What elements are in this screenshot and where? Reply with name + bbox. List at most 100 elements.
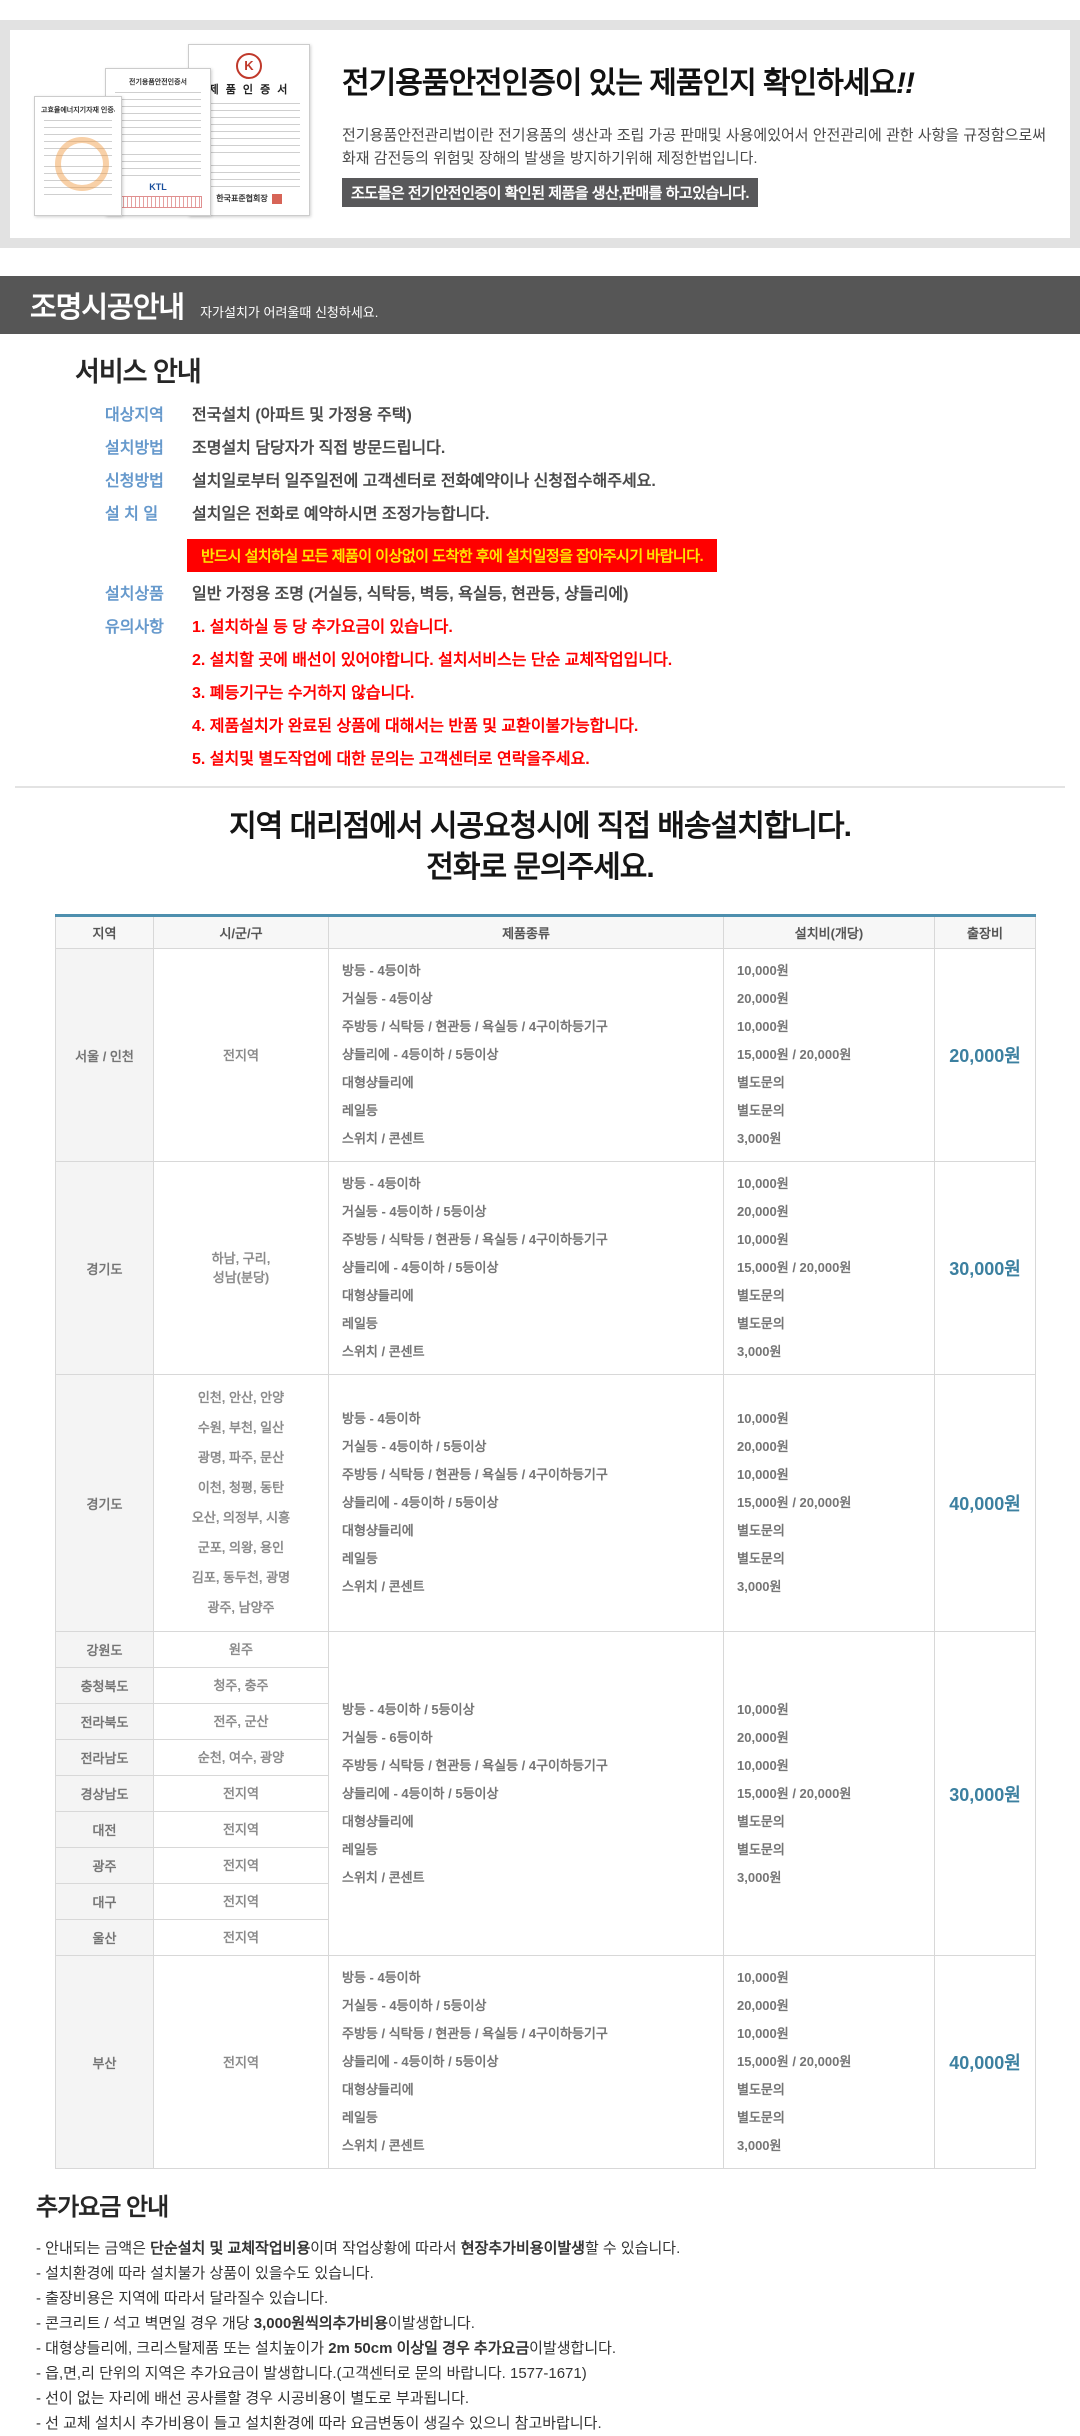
region-cell: 울산 (55, 1919, 154, 1956)
product-line: 스위치 / 콘센트 (342, 1579, 425, 1594)
table-row: 부산 전지역 방등 - 4등이하 거실등 - 4등이하 / 5등이상 주방등 / 식탁등… (55, 1955, 1036, 2169)
products-cell: 방등 - 4등이하 / 5등이상 거실등 - 6등이하 주방등 / 식탁등 / 현관… (328, 1631, 724, 1956)
product-line: 주방등 / 식탁등 / 현관등 / 욕실등 / 4구이하등기구 (342, 1019, 608, 1034)
certification-description-line1: 전기용품안전관리법이란 전기용품의 생산과 조립 가공 판매및 사용에있어서 안… (342, 127, 1047, 144)
price-line: 별도문의 (737, 1316, 785, 1331)
extra-fee-item: - 대형샹들리에, 크리스탈제품 또는 설치높이가 2m 50cm 이상일 경우… (36, 2336, 1080, 2361)
district-line: 전지역 (223, 1930, 259, 1945)
district-line: 이천, 청평, 동탄 (197, 1480, 285, 1495)
service-row-value: 설치일로부터 일주일전에 고객센터로 전화예약이나 신청접수해주세요. (192, 473, 656, 490)
certification-description-line2: 화재 감전등의 위험및 장해의 발생을 방지하기위해 제정한법입니다. (342, 150, 758, 167)
table-row: 강원도 원주 방등 - 4등이하 / 5등이상 거실등 - 6등이하 주방등 / 식탁등… (55, 1631, 1036, 1956)
price-line: 3,000원 (737, 1344, 782, 1359)
price-line: 10,000원 (737, 1757, 789, 1773)
section-divider (15, 786, 1065, 788)
price-line: 별도문의 (737, 2082, 785, 2097)
price-line: 10,000원 (737, 1411, 789, 1426)
price-line: 15,000원 / 20,000원 (737, 1785, 852, 1801)
service-row: 대상지역 전국설치 (아파트 및 가정용 주택) (75, 405, 1080, 426)
district-line: 전지역 (223, 1894, 259, 1909)
service-row-label: 신청방법 (105, 473, 164, 490)
district-line: 청주, 충주 (213, 1678, 269, 1693)
product-line: 대형샹들리에 (342, 1288, 414, 1303)
product-line: 레일등 (342, 1841, 378, 1857)
price-line: 15,000원 / 20,000원 (737, 1047, 852, 1062)
price-line: 10,000원 (737, 963, 789, 978)
install-fee-table-head: 지역 시/군/구 제품종류 설치비(개당) 출장비 (55, 915, 1036, 949)
certificate-text-lines (198, 103, 300, 159)
product-line: 주방등 / 식탁등 / 현관등 / 욕실등 / 4구이하등기구 (342, 1757, 608, 1773)
extra-fees-section: 추가요금 안내 - 안내되는 금액은 단순설치 및 교체작업비용이며 작업상황에… (36, 2187, 1080, 2436)
products-cell: 방등 - 4등이하 거실등 - 4등이하 / 5등이상 주방등 / 식탁등 / 현관… (328, 1955, 724, 2169)
product-line: 샹들리에 - 4등이하 / 5등이상 (342, 1047, 499, 1062)
efficiency-certificate-image: 고효율에너지기자재 인증서 (34, 96, 122, 216)
table-row: 전라남도 순천, 여수, 광양 (55, 1739, 1036, 1776)
extra-fee-text: - 콘크리트 / 석고 벽면일 경우 개당 (36, 2315, 254, 2332)
price-line: 별도문의 (737, 1075, 785, 1090)
district-line: 군포, 의왕, 용인 (197, 1540, 285, 1555)
table-row: 경기도 인천, 안산, 안양 수원, 부천, 일산 광명, 파주, 문산 이천, 청평,… (55, 1374, 1036, 1632)
price-line: 3,000원 (737, 1579, 782, 1594)
service-row-label: 설치상품 (105, 586, 164, 603)
extra-fee-item: - 출장비용은 지역에 따라서 달라질수 있습니다. (36, 2286, 1080, 2311)
price-line: 별도문의 (737, 1841, 785, 1857)
delivery-heading-line2: 전화로 문의주세요. (426, 851, 654, 884)
price-line: 3,000원 (737, 2138, 782, 2153)
districts-cell: 전주, 군산 (153, 1703, 329, 1740)
district-line: 오산, 의정부, 시흥 (191, 1510, 291, 1525)
districts-cell: 전지역 (153, 1919, 329, 1956)
price-line: 20,000원 (737, 991, 789, 1006)
price-line: 20,000원 (737, 1439, 789, 1454)
certificate-title: 고효율에너지기자재 인증서 (41, 107, 115, 114)
product-line: 주방등 / 식탁등 / 현관등 / 욕실등 / 4구이하등기구 (342, 2026, 608, 2041)
region-cell: 대전 (55, 1811, 154, 1848)
extra-fee-bold-text: 2m 50cm 이상일 경우 추가요금 (328, 2340, 530, 2357)
red-stamp-icon (271, 193, 282, 204)
extra-fees-heading: 추가요금 안내 (36, 2194, 169, 2221)
extra-fee-item: - 선 교체 설치시 추가비용이 들고 설치환경에 따라 요금변동이 생길수 있… (36, 2411, 1080, 2436)
district-line: 전주, 군산 (213, 1714, 269, 1729)
price-line: 10,000원 (737, 1232, 789, 1247)
product-line: 방등 - 4등이하 (342, 1411, 421, 1426)
certification-panel: K 제 품 인 증 서 한국표준협회장 전기용품안전인증서 KTL 고효율에너지… (10, 30, 1070, 238)
price-line: 10,000원 (737, 2026, 789, 2041)
service-row-value: 4. 제품설치가 완료된 상품에 대해서는 반품 및 교환이불가능합니다. (192, 718, 639, 735)
region-cell: 경기도 (55, 1374, 154, 1632)
extra-fee-text: - 출장비용은 지역에 따라서 달라질수 있습니다. (36, 2290, 329, 2307)
trip-fee-cell: 30,000원 (934, 1631, 1036, 1956)
price-line: 15,000원 / 20,000원 (737, 2054, 852, 2069)
extra-fee-text: 이며 작업상황에 따라서 (310, 2240, 461, 2257)
extra-fee-bold-text: 현장추가비용이발생 (460, 2240, 585, 2257)
safety-certificate-image: 전기용품안전인증서 KTL (105, 68, 211, 216)
ktl-logo: KTL (149, 182, 167, 192)
product-line: 샹들리에 - 4등이하 / 5등이상 (342, 1495, 499, 1510)
certification-title-strong: 전기용품안전인증 (342, 67, 556, 100)
product-line: 거실등 - 6등이하 (342, 1729, 433, 1745)
service-row-label: 대상지역 (105, 407, 164, 424)
product-line: 샹들리에 - 4등이하 / 5등이상 (342, 1260, 499, 1275)
district-line: 하남, 구리, (211, 1251, 271, 1266)
extra-fee-text: - 읍,면,리 단위의 지역은 추가요금이 발생합니다.(고객센터로 문의 바랍… (36, 2365, 587, 2382)
product-line: 주방등 / 식탁등 / 현관등 / 욕실등 / 4구이하등기구 (342, 1467, 608, 1482)
districts-cell: 원주 (153, 1631, 329, 1668)
service-row-label: 유의사항 (105, 619, 164, 636)
banner-title: 조명시공안내 (30, 292, 185, 324)
certification-text-block: 전기용품안전인증이 있는 제품인지 확인하세요!! 전기용품안전관리법이란 전기… (342, 58, 1046, 207)
service-row: 유의사항 1. 설치하실 등 당 추가요금이 있습니다. (75, 617, 1080, 638)
region-cell: 전라북도 (55, 1703, 154, 1740)
certification-title-bang: !! (896, 67, 915, 100)
extra-fee-text: 할 수 있습니다. (584, 2240, 681, 2257)
extra-fee-item: - 읍,면,리 단위의 지역은 추가요금이 발생합니다.(고객센터로 문의 바랍… (36, 2361, 1080, 2386)
districts-cell: 청주, 충주 (153, 1667, 329, 1704)
service-row-value: 2. 설치할 곳에 배선이 있어야합니다. 설치서비스는 단순 교체작업입니다. (192, 652, 673, 669)
price-line: 별도문의 (737, 1551, 785, 1566)
districts-cell: 전지역 (153, 1811, 329, 1848)
service-row-label: 설치방법 (105, 440, 164, 457)
service-row-value: 1. 설치하실 등 당 추가요금이 있습니다. (192, 619, 453, 636)
install-fee-table: 지역 시/군/구 제품종류 설치비(개당) 출장비 서울 / 인천 전지역 방등 - 4등이… (55, 914, 1036, 2169)
district-line: 전지역 (223, 1786, 259, 1801)
service-row-label: 설 치 일 (105, 506, 159, 523)
district-line: 성남(분당) (212, 1270, 270, 1285)
region-cell: 서울 / 인천 (55, 948, 154, 1162)
service-row: 2. 설치할 곳에 배선이 있어야합니다. 설치서비스는 단순 교체작업입니다. (75, 650, 1080, 671)
